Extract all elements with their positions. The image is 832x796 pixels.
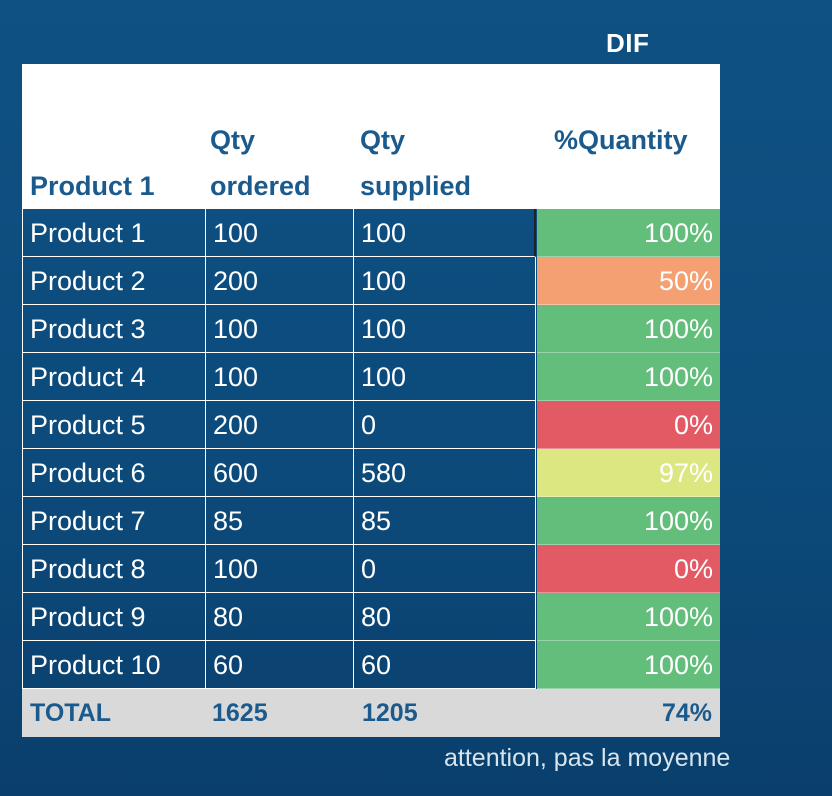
- cell-pct-quantity[interactable]: 0%: [537, 401, 720, 449]
- table-row: Product 5 200 0 0%: [22, 401, 720, 449]
- cell-pct-quantity[interactable]: 100%: [537, 593, 720, 641]
- table-row: Product 9 80 80 100%: [22, 593, 720, 641]
- cell-qty-ordered[interactable]: 600: [206, 449, 354, 497]
- cell-pct-quantity[interactable]: 50%: [537, 257, 720, 305]
- cell-product[interactable]: Product 10: [22, 641, 206, 689]
- cell-product[interactable]: Product 7: [22, 497, 206, 545]
- cell-pct-quantity[interactable]: 100%: [537, 353, 720, 401]
- table-row: Product 7 85 85 100%: [22, 497, 720, 545]
- cell-product[interactable]: Product 6: [22, 449, 206, 497]
- cell-qty-ordered[interactable]: 200: [206, 401, 354, 449]
- cell-qty-ordered[interactable]: 85: [206, 497, 354, 545]
- cell-pct-quantity[interactable]: 100%: [537, 641, 720, 689]
- spreadsheet-table: Product 1 Qty ordered Qty supplied %Quan…: [22, 64, 720, 737]
- cell-qty-supplied[interactable]: 60: [354, 641, 536, 689]
- cell-pct-quantity[interactable]: 100%: [537, 305, 720, 353]
- cell-pct-quantity[interactable]: 100%: [537, 209, 720, 257]
- cell-qty-ordered[interactable]: 60: [206, 641, 354, 689]
- cell-product[interactable]: Product 9: [22, 593, 206, 641]
- cell-qty-supplied[interactable]: 0: [354, 545, 536, 593]
- total-row: TOTAL 1625 1205 74%: [22, 689, 720, 737]
- cell-product[interactable]: Product 5: [22, 401, 206, 449]
- cell-qty-ordered[interactable]: 100: [206, 353, 354, 401]
- header-qty-supplied-line2: supplied: [360, 171, 472, 201]
- cell-qty-supplied[interactable]: 85: [354, 497, 536, 545]
- cell-product[interactable]: Product 1: [22, 209, 206, 257]
- cell-qty-ordered[interactable]: 100: [206, 545, 354, 593]
- cell-pct-quantity[interactable]: 0%: [537, 545, 720, 593]
- cell-pct-quantity[interactable]: 97%: [537, 449, 720, 497]
- header-product[interactable]: Product 1: [30, 171, 155, 201]
- cell-qty-ordered[interactable]: 80: [206, 593, 354, 641]
- header-qty-ordered-line1: Qty: [210, 125, 256, 155]
- cell-qty-supplied[interactable]: 80: [354, 593, 536, 641]
- header-qty-supplied-line1: Qty: [360, 125, 406, 155]
- table-row: Product 2 200 100 50%: [22, 257, 720, 305]
- cell-pct-quantity[interactable]: 100%: [537, 497, 720, 545]
- total-supplied[interactable]: 1205: [362, 699, 418, 727]
- cell-qty-supplied[interactable]: 100: [354, 209, 536, 257]
- cell-product[interactable]: Product 3: [22, 305, 206, 353]
- table-header: Product 1 Qty ordered Qty supplied %Quan…: [22, 64, 720, 209]
- cell-qty-ordered[interactable]: 200: [206, 257, 354, 305]
- table-row: Product 3 100 100 100%: [22, 305, 720, 353]
- cell-qty-supplied[interactable]: 100: [354, 305, 536, 353]
- total-ordered[interactable]: 1625: [212, 699, 268, 727]
- table-row: Product 1 100 100 100%: [22, 209, 720, 257]
- cell-product[interactable]: Product 2: [22, 257, 206, 305]
- cell-qty-supplied[interactable]: 580: [354, 449, 536, 497]
- cell-qty-ordered[interactable]: 100: [206, 209, 354, 257]
- table-row: Product 10 60 60 100%: [22, 641, 720, 689]
- header-qty-ordered-line2: ordered: [210, 171, 311, 201]
- table-row: Product 8 100 0 0%: [22, 545, 720, 593]
- cell-qty-supplied[interactable]: 100: [354, 353, 536, 401]
- table-row: Product 4 100 100 100%: [22, 353, 720, 401]
- cell-qty-ordered[interactable]: 100: [206, 305, 354, 353]
- cell-product[interactable]: Product 8: [22, 545, 206, 593]
- table-row: Product 6 600 580 97%: [22, 449, 720, 497]
- cell-qty-supplied[interactable]: 100: [354, 257, 536, 305]
- cell-qty-supplied[interactable]: 0: [354, 401, 536, 449]
- total-label[interactable]: TOTAL: [30, 699, 112, 727]
- dif-title: DIF: [606, 28, 650, 58]
- footnote: attention, pas la moyenne: [444, 744, 731, 772]
- table-body: Product 1 100 100 100% Product 2 200 100 50% Pro…: [22, 209, 720, 689]
- header-qty-ordered[interactable]: Qty ordered: [210, 117, 311, 209]
- header-qty-supplied[interactable]: Qty supplied: [360, 117, 471, 209]
- header-pct-quantity[interactable]: %Quantity: [554, 125, 688, 155]
- total-pct[interactable]: 74%: [661, 699, 712, 727]
- cell-product[interactable]: Product 4: [22, 353, 206, 401]
